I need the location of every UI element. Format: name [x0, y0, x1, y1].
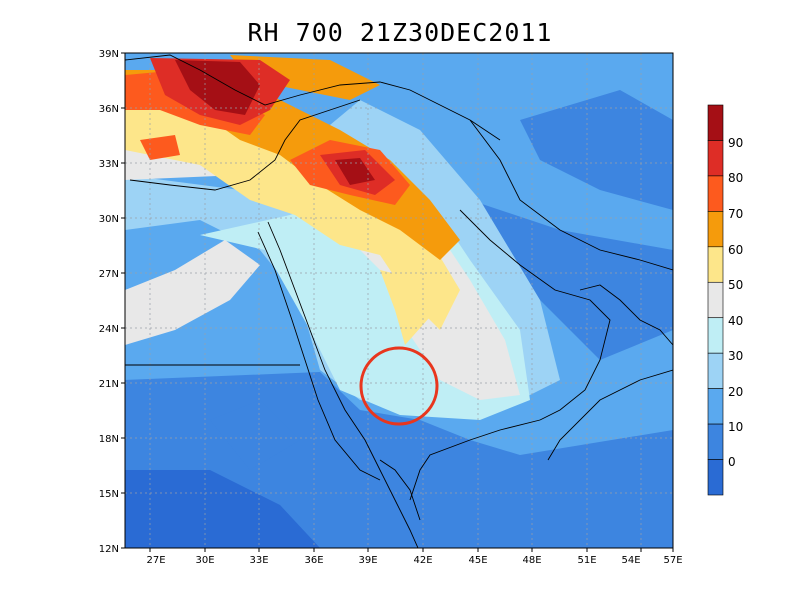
- colorbar-swatch: [707, 211, 724, 248]
- lat-label: 18N: [99, 434, 119, 445]
- colorbar-label: 0: [728, 455, 736, 469]
- lat-label: 21N: [99, 379, 119, 390]
- colorbar-label: 10: [728, 420, 743, 434]
- field-40-50-west: [125, 240, 260, 345]
- lon-label: 57E: [663, 555, 682, 566]
- lon-label: 39E: [358, 555, 377, 566]
- lat-axis: [121, 52, 125, 549]
- lon-label: 33E: [249, 555, 268, 566]
- colorbar-label: 40: [728, 314, 743, 328]
- field-50-60-tongue: [380, 270, 445, 345]
- colorbar-label: 50: [728, 278, 743, 292]
- lat-label: 27N: [99, 269, 119, 280]
- field-90-plus: [175, 60, 260, 115]
- lon-label: 54E: [621, 555, 640, 566]
- lat-label: 36N: [99, 104, 119, 115]
- lon-label: 30E: [195, 555, 214, 566]
- colorbar-swatch: [707, 388, 724, 425]
- lon-label: 51E: [577, 555, 596, 566]
- lat-label: 24N: [99, 324, 119, 335]
- field-40-50: [125, 110, 520, 400]
- colorbar-label: 20: [728, 385, 743, 399]
- colorbar-label: 80: [728, 171, 743, 185]
- coastlines: [125, 54, 673, 548]
- lat-label: 15N: [99, 489, 119, 500]
- lon-label: 42E: [413, 555, 432, 566]
- lat-label: 12N: [99, 544, 119, 555]
- colorbar-swatch: [707, 175, 724, 212]
- colorbar-labels: 90 80 70 60 50 40 30 20 10 0: [728, 136, 743, 469]
- colorbar-swatch: [707, 459, 724, 496]
- lon-label: 27E: [146, 555, 165, 566]
- lon-label: 45E: [468, 555, 487, 566]
- colorbar-swatch: [707, 317, 724, 354]
- lat-label: 33N: [99, 159, 119, 170]
- colorbar-swatch: [707, 352, 724, 389]
- gridlines: [125, 53, 673, 548]
- field-low-sudan: [210, 400, 300, 470]
- map-frame: [124, 52, 674, 549]
- colorbar-label: 30: [728, 349, 743, 363]
- lat-label: 30N: [99, 214, 119, 225]
- colorbar: [707, 104, 724, 496]
- field-low-gulf: [470, 200, 673, 360]
- lon-axis: [149, 548, 674, 552]
- colorbar-swatch: [707, 423, 724, 460]
- colorbar-swatch: [707, 246, 724, 283]
- field-50-60: [125, 105, 460, 330]
- colorbar-swatch: [707, 140, 724, 177]
- colorbar-label: 70: [728, 207, 743, 221]
- lat-label: 39N: [99, 49, 119, 60]
- lon-label: 36E: [304, 555, 323, 566]
- field-low-sw: [125, 470, 320, 548]
- field-low-iran: [520, 90, 673, 210]
- colorbar-swatch: [707, 281, 724, 319]
- colorbar-swatch: [707, 104, 724, 141]
- highlight-circle: [359, 346, 439, 426]
- chart-title: RH 700 21Z30DEC2011: [247, 18, 553, 47]
- colorbar-label: 60: [728, 243, 743, 257]
- colorbar-label: 90: [728, 136, 743, 150]
- field-90-plus-syria: [335, 158, 375, 185]
- lon-label: 48E: [522, 555, 541, 566]
